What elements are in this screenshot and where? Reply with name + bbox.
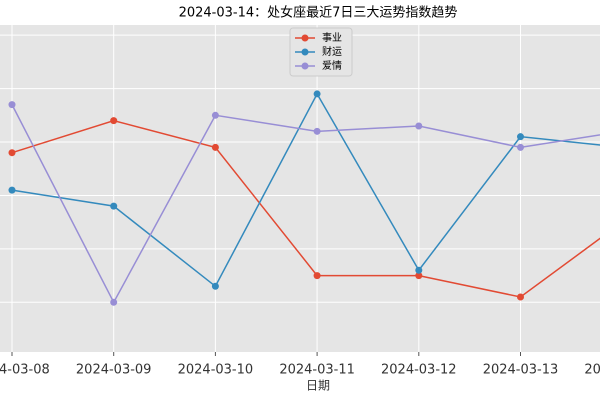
chart-title: 2024-03-14：处女座最近7日三大运势指数趋势 bbox=[179, 5, 458, 21]
data-point bbox=[211, 143, 219, 151]
data-point bbox=[110, 202, 118, 210]
x-tick-label: 2024-03-09 bbox=[76, 363, 152, 378]
data-point bbox=[415, 266, 423, 274]
legend-marker bbox=[301, 62, 309, 70]
x-tick-label: 2024-03-14 bbox=[584, 363, 600, 378]
data-point bbox=[313, 272, 321, 280]
data-point bbox=[313, 127, 321, 135]
legend-label: 爱情 bbox=[322, 59, 342, 72]
legend-marker bbox=[301, 34, 309, 42]
data-point bbox=[211, 111, 219, 119]
x-tick-label: 2024-03-10 bbox=[178, 363, 254, 378]
x-axis-label: 日期 bbox=[306, 379, 330, 393]
plot-background bbox=[0, 25, 600, 352]
data-point bbox=[517, 133, 524, 141]
data-point bbox=[8, 186, 16, 194]
x-tick-label: 2024-03-12 bbox=[381, 363, 457, 378]
data-point bbox=[110, 117, 118, 125]
data-point bbox=[110, 298, 118, 306]
data-point bbox=[8, 101, 16, 109]
x-tick-label: 2024-03-13 bbox=[483, 363, 559, 378]
data-point bbox=[517, 293, 524, 301]
x-tick-label: 2024-03-11 bbox=[279, 363, 355, 378]
data-point bbox=[211, 282, 219, 290]
data-point bbox=[415, 122, 423, 130]
data-point bbox=[313, 90, 321, 98]
legend-label: 事业 bbox=[322, 31, 342, 44]
legend-marker bbox=[301, 48, 309, 56]
data-point bbox=[415, 272, 423, 280]
data-point bbox=[517, 143, 524, 151]
x-tick-label: 2024-03-08 bbox=[0, 363, 50, 378]
legend-label: 财运 bbox=[322, 45, 342, 58]
data-point bbox=[8, 149, 16, 157]
